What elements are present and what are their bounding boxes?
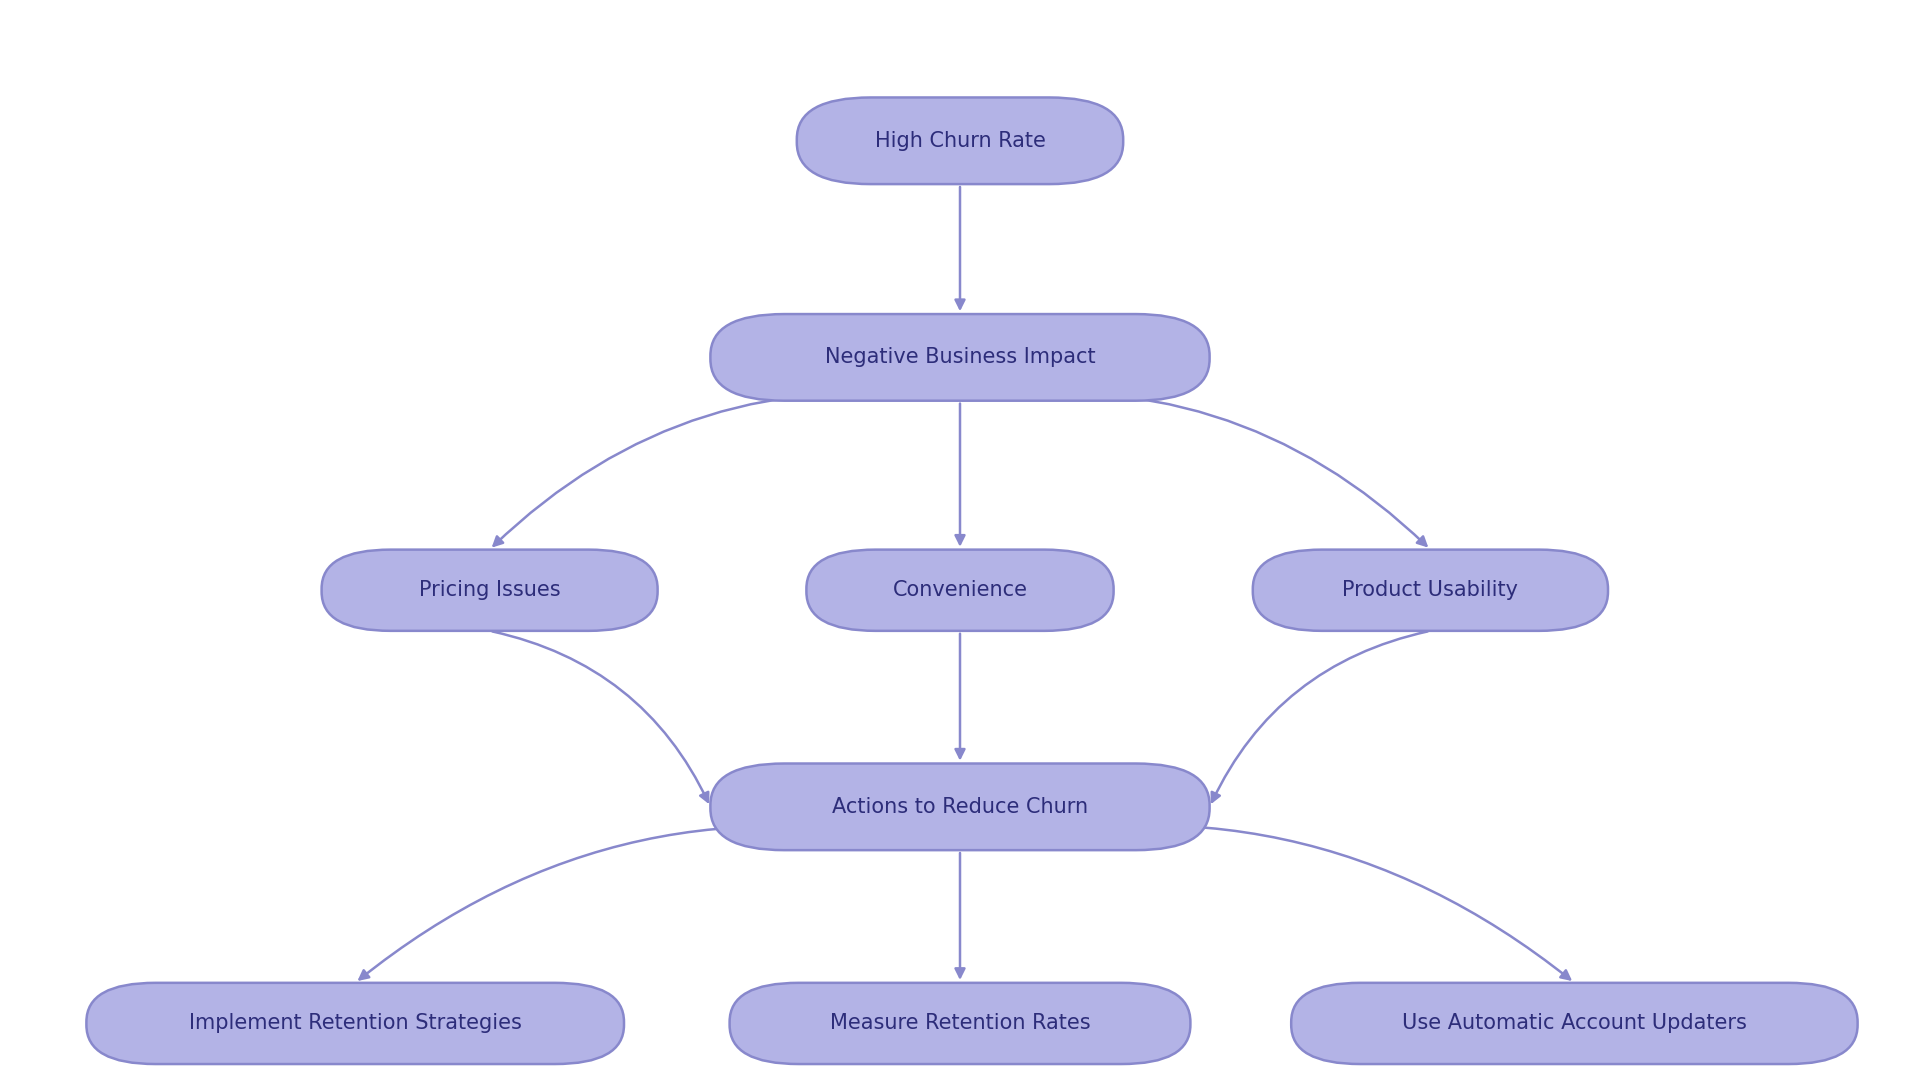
Text: High Churn Rate: High Churn Rate <box>876 131 1044 151</box>
FancyBboxPatch shape <box>710 764 1210 850</box>
Text: Implement Retention Strategies: Implement Retention Strategies <box>188 1014 522 1033</box>
FancyBboxPatch shape <box>710 314 1210 401</box>
Text: Product Usability: Product Usability <box>1342 580 1519 600</box>
FancyBboxPatch shape <box>1252 549 1607 630</box>
Text: Actions to Reduce Churn: Actions to Reduce Churn <box>831 797 1089 817</box>
FancyBboxPatch shape <box>86 983 624 1064</box>
Text: Convenience: Convenience <box>893 580 1027 600</box>
Text: Negative Business Impact: Negative Business Impact <box>826 348 1094 367</box>
Text: Use Automatic Account Updaters: Use Automatic Account Updaters <box>1402 1014 1747 1033</box>
FancyBboxPatch shape <box>323 549 657 630</box>
FancyBboxPatch shape <box>730 983 1190 1064</box>
FancyBboxPatch shape <box>1290 983 1859 1064</box>
FancyBboxPatch shape <box>806 549 1114 630</box>
Text: Pricing Issues: Pricing Issues <box>419 580 561 600</box>
Text: Measure Retention Rates: Measure Retention Rates <box>829 1014 1091 1033</box>
FancyBboxPatch shape <box>797 97 1123 184</box>
